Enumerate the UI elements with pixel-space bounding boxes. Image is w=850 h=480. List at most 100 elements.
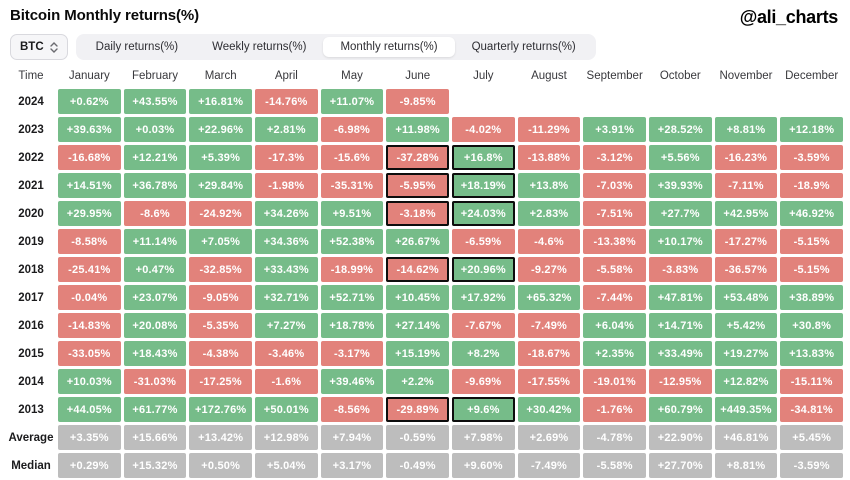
return-cell	[583, 89, 646, 114]
return-cell: +34.26%	[255, 201, 318, 226]
return-cell: -7.11%	[714, 173, 778, 198]
return-cell: -3.12%	[583, 145, 646, 170]
return-cell: +39.46%	[320, 369, 384, 394]
return-cell: -34.81%	[780, 397, 843, 422]
tab-quarterly-returns[interactable]: Quarterly returns(%)	[455, 37, 593, 57]
return-cell: +18.19%	[452, 173, 515, 198]
return-cell: -17.25%	[189, 369, 252, 394]
return-cell: +0.47%	[123, 257, 187, 282]
return-cell: -7.44%	[583, 285, 646, 310]
return-cell: +9.60%	[452, 453, 515, 478]
return-cell: -7.49%	[517, 313, 581, 338]
return-cell: +11.07%	[320, 89, 384, 114]
return-cell: +5.39%	[189, 145, 252, 170]
return-cell: +16.8%	[452, 145, 515, 170]
monthly-returns-heatmap: Time January February March April May June July…	[7, 68, 843, 478]
column-header-june: June	[405, 70, 431, 82]
return-cell: -18.67%	[517, 341, 581, 366]
return-cell: +32.71%	[255, 285, 318, 310]
return-cell: -5.58%	[583, 453, 646, 478]
return-cell: +14.51%	[58, 173, 121, 198]
return-cell: +39.63%	[58, 117, 121, 142]
return-cell: -15.11%	[780, 369, 843, 394]
return-cell: +2.2%	[386, 369, 449, 394]
row-label-2023: 2023	[18, 123, 44, 136]
return-cell: +29.84%	[189, 173, 252, 198]
return-cell: -36.57%	[714, 257, 778, 282]
return-cell: -4.02%	[452, 117, 515, 142]
return-cell: +53.48%	[714, 285, 778, 310]
return-cell: +23.07%	[123, 285, 187, 310]
return-cell: +24.03%	[452, 201, 515, 226]
return-cell: +22.90%	[649, 425, 712, 450]
return-cell: -9.69%	[452, 369, 515, 394]
return-cell: +3.91%	[583, 117, 646, 142]
return-cell: +10.03%	[58, 369, 121, 394]
column-header-september: September	[586, 70, 643, 82]
return-cell: -11.29%	[517, 117, 581, 142]
return-cell: -14.83%	[58, 313, 121, 338]
return-cell: -3.59%	[780, 453, 843, 478]
tab-weekly-returns[interactable]: Weekly returns(%)	[195, 37, 323, 57]
return-cell: -13.88%	[517, 145, 581, 170]
row-label-2016: 2016	[18, 319, 44, 332]
return-cell: +33.43%	[255, 257, 318, 282]
return-cell: -16.23%	[714, 145, 778, 170]
return-cell: -6.59%	[452, 229, 515, 254]
return-cell: -37.28%	[386, 145, 449, 170]
return-cell: -17.27%	[714, 229, 778, 254]
tab-monthly-returns[interactable]: Monthly returns(%)	[323, 37, 455, 57]
return-cell: -3.46%	[255, 341, 318, 366]
return-cell: +46.92%	[780, 201, 843, 226]
return-cell: +11.14%	[123, 229, 187, 254]
return-cell: +9.6%	[452, 397, 515, 422]
asset-selector-label: BTC	[20, 41, 44, 53]
return-cell	[715, 89, 778, 114]
return-cell: +17.92%	[452, 285, 515, 310]
return-cell: -0.59%	[386, 425, 449, 450]
return-cell: -6.98%	[320, 117, 384, 142]
return-cell: +12.82%	[714, 369, 778, 394]
return-cell: +18.43%	[123, 341, 187, 366]
return-cell: +5.04%	[255, 453, 318, 478]
return-cell: -9.05%	[189, 285, 252, 310]
return-cell: +52.38%	[320, 229, 384, 254]
column-header-october: October	[659, 70, 701, 82]
return-cell: +6.04%	[583, 313, 646, 338]
return-cell: +8.81%	[714, 453, 778, 478]
return-cell: -8.56%	[320, 397, 384, 422]
return-cell: -19.01%	[583, 369, 646, 394]
return-cell: +5.45%	[780, 425, 843, 450]
return-cell: +22.96%	[189, 117, 252, 142]
return-cell: +38.89%	[780, 285, 843, 310]
tab-daily-returns[interactable]: Daily returns(%)	[79, 37, 195, 57]
return-cell: +15.19%	[386, 341, 449, 366]
time-column-header: Time	[18, 70, 44, 82]
return-cell: -1.98%	[255, 173, 318, 198]
return-cell: +43.55%	[123, 89, 187, 114]
return-cell: -5.58%	[583, 257, 646, 282]
return-cell	[780, 89, 843, 114]
return-cell: +16.81%	[189, 89, 252, 114]
return-cell: +11.98%	[386, 117, 449, 142]
row-label-2015: 2015	[18, 347, 44, 360]
return-cell: -1.6%	[255, 369, 318, 394]
return-cell: +5.42%	[714, 313, 778, 338]
column-header-february: February	[131, 70, 178, 82]
return-cell: +12.21%	[123, 145, 187, 170]
return-cell	[452, 89, 515, 114]
return-cell: -18.9%	[780, 173, 843, 198]
return-cell: +28.52%	[649, 117, 712, 142]
return-cell: +3.35%	[58, 425, 121, 450]
return-cell: +13.42%	[189, 425, 252, 450]
return-cell: -33.05%	[58, 341, 121, 366]
return-cell: +15.66%	[123, 425, 187, 450]
return-cell: -5.95%	[386, 173, 449, 198]
return-cell: +15.32%	[123, 453, 187, 478]
return-cell: +13.8%	[517, 173, 581, 198]
topbar: Bitcoin Monthly returns(%) @ali_charts	[0, 0, 850, 28]
return-cell: +2.81%	[255, 117, 318, 142]
asset-selector[interactable]: BTC	[10, 34, 68, 60]
page-title: Bitcoin Monthly returns(%)	[10, 7, 200, 24]
return-cell: -7.51%	[583, 201, 646, 226]
